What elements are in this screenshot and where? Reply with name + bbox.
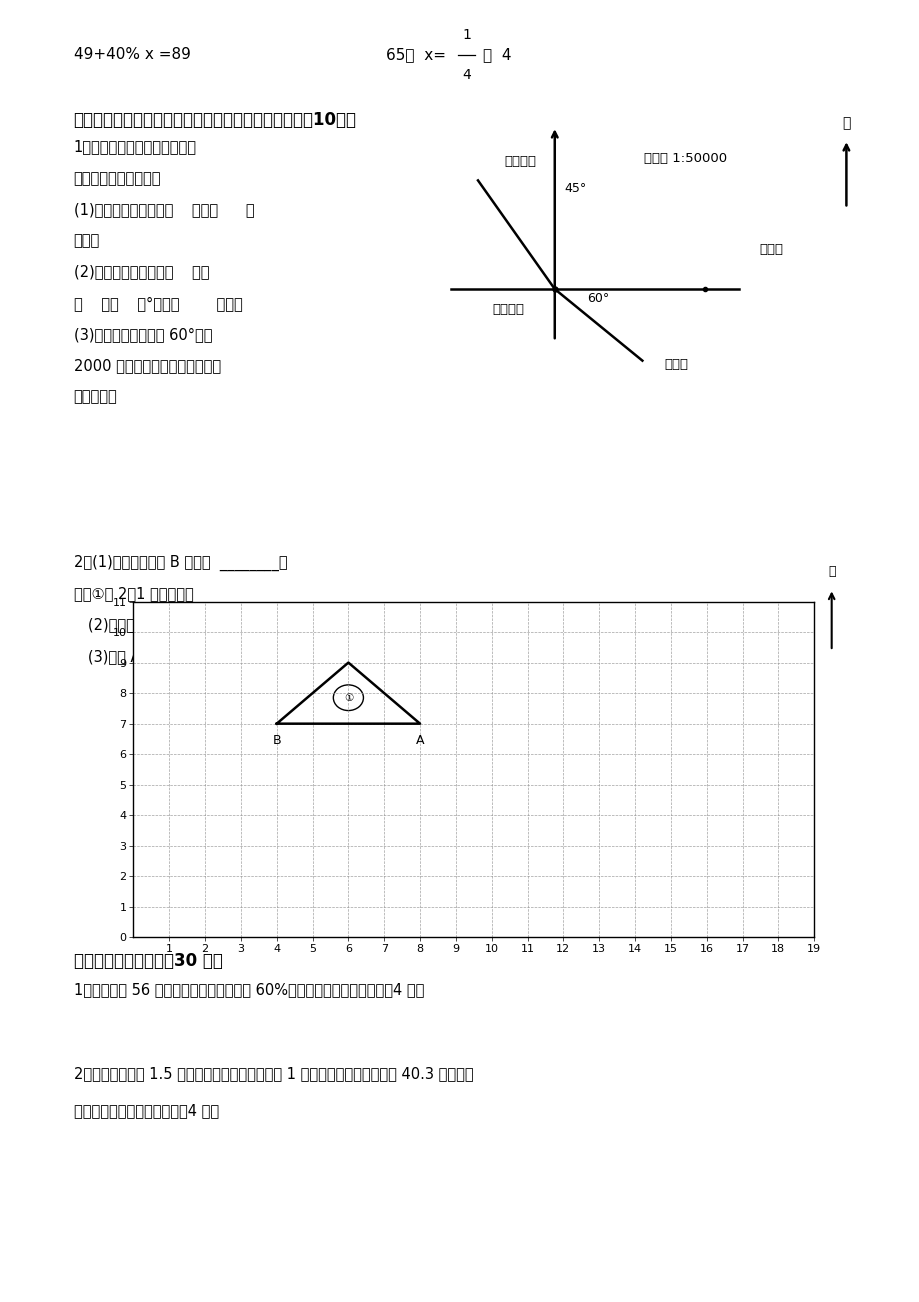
Text: A: A bbox=[415, 734, 424, 747]
Text: ：  4: ： 4 bbox=[482, 47, 511, 62]
Text: 汽车站: 汽车站 bbox=[664, 358, 687, 371]
Text: 量，填一填，画一画。: 量，填一填，画一画。 bbox=[74, 171, 161, 186]
Text: 1、以人民公园为观测点，量一: 1、以人民公园为观测点，量一 bbox=[74, 139, 197, 155]
Text: 1: 1 bbox=[461, 27, 471, 42]
Text: ①: ① bbox=[344, 693, 353, 703]
Text: 2、(1)、用数对表示 B 的位置  ________，: 2、(1)、用数对表示 B 的位置 ________， bbox=[74, 555, 287, 570]
Text: 45°: 45° bbox=[563, 182, 585, 195]
Text: 2、一种牛奶每袋 1.5 元，小华家五月份每天预订 1 袋牛奶，按批发价，共付 40.3 元。这样: 2、一种牛奶每袋 1.5 元，小华家五月份每天预订 1 袋牛奶，按批发价，共付 … bbox=[74, 1066, 472, 1082]
Text: 人民公园: 人民公园 bbox=[492, 303, 524, 316]
Text: 米处；: 米处； bbox=[74, 233, 100, 249]
Text: B: B bbox=[272, 734, 280, 747]
Text: (3)在人民公园南偏西 60°方向: (3)在人民公园南偏西 60°方向 bbox=[74, 327, 212, 342]
Text: 北: 北 bbox=[827, 565, 834, 578]
Text: 1、一套衣服 56 元，裤子的价錢是上衣的 60%。上衣和裤子各多少元？（4 分）: 1、一套衣服 56 元，裤子的价錢是上衣的 60%。上衣和裤子各多少元？（4 分… bbox=[74, 982, 424, 997]
Text: (1)市政府在人民公园（    ）面（      ）: (1)市政府在人民公园（ ）面（ ） bbox=[74, 202, 254, 217]
Text: 市政府: 市政府 bbox=[758, 243, 782, 256]
Text: 五、操作题（下面每个小正方形面积是１平方厘米）（10分）: 五、操作题（下面每个小正方形面积是１平方厘米）（10分） bbox=[74, 111, 357, 129]
Text: 把图①按 2：1 的比放大。: 把图①按 2：1 的比放大。 bbox=[74, 586, 193, 602]
Text: 2000 米处，请在图中表示出少年: 2000 米处，请在图中表示出少年 bbox=[74, 358, 221, 374]
Text: 比例尺 1:50000: 比例尺 1:50000 bbox=[643, 152, 726, 165]
Text: 4: 4 bbox=[461, 68, 471, 82]
Text: 北: 北 bbox=[841, 116, 850, 130]
Text: （    ）（    ）°方向（        ）处；: （ ）（ ）°方向（ ）处； bbox=[74, 296, 242, 311]
Text: (2)、把图①绕 B 点逆时针旋转 90 度。: (2)、把图①绕 B 点逆时针旋转 90 度。 bbox=[74, 617, 273, 633]
Text: 每袋比零售价便宜多少元？（4 分）: 每袋比零售价便宜多少元？（4 分） bbox=[74, 1103, 219, 1118]
Text: 宫的位置。: 宫的位置。 bbox=[74, 389, 118, 405]
Text: (3)、在 A 点南偏东 45° 方向画一个直径 4 厘米的圆。: (3)、在 A 点南偏东 45° 方向画一个直径 4 厘米的圆。 bbox=[74, 648, 338, 664]
Text: 49+40% x =89: 49+40% x =89 bbox=[74, 47, 190, 62]
Text: 65：  x=: 65： x= bbox=[386, 47, 446, 62]
Text: 60°: 60° bbox=[586, 292, 608, 305]
Text: 六、解答下列应用题（30 分）: 六、解答下列应用题（30 分） bbox=[74, 952, 222, 970]
Text: (2)汽车站在人民公园（    ）偏: (2)汽车站在人民公园（ ）偏 bbox=[74, 264, 209, 280]
Text: 苏果超市: 苏果超市 bbox=[504, 155, 536, 168]
